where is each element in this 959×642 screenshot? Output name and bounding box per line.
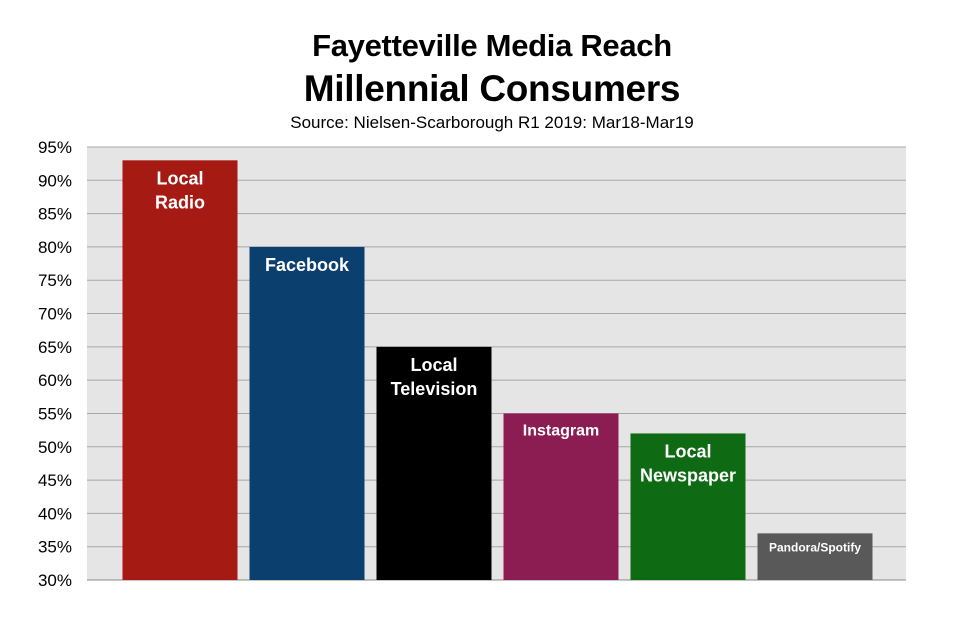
bar-label: Local	[410, 355, 457, 375]
bar-label: Radio	[155, 192, 205, 212]
bar	[630, 433, 746, 580]
y-tick-label: 90%	[38, 171, 72, 190]
bar-label: Pandora/Spotify	[769, 540, 861, 554]
y-tick-label: 60%	[38, 371, 72, 390]
chart-source: Source: Nielsen-Scarborough R1 2019: Mar…	[290, 113, 694, 132]
y-tick-label: 55%	[38, 404, 72, 423]
chart-title: Fayetteville Media Reach	[312, 28, 672, 63]
y-tick-label: 95%	[38, 138, 72, 157]
bar-label: Local	[156, 168, 203, 188]
bar-label: Newspaper	[640, 465, 736, 485]
y-tick-label: 65%	[38, 338, 72, 357]
bar-label: Local	[664, 441, 711, 461]
bar	[249, 246, 365, 580]
y-tick-label: 30%	[38, 571, 72, 590]
bar	[376, 346, 492, 580]
chart-subtitle: Millennial Consumers	[303, 68, 681, 109]
y-tick-label: 80%	[38, 238, 72, 257]
y-tick-label: 70%	[38, 305, 72, 324]
bar	[757, 533, 873, 580]
y-tick-label: 45%	[38, 471, 72, 490]
y-tick-label: 40%	[38, 504, 72, 523]
bar	[122, 160, 238, 581]
y-tick-label: 75%	[38, 271, 72, 290]
bar-label: Television	[391, 379, 478, 399]
bar-label: Facebook	[265, 255, 350, 275]
y-tick-label: 35%	[38, 538, 72, 557]
bar-label: Instagram	[523, 422, 599, 439]
bar	[503, 413, 619, 580]
y-tick-label: 85%	[38, 205, 72, 224]
y-tick-label: 50%	[38, 438, 72, 457]
